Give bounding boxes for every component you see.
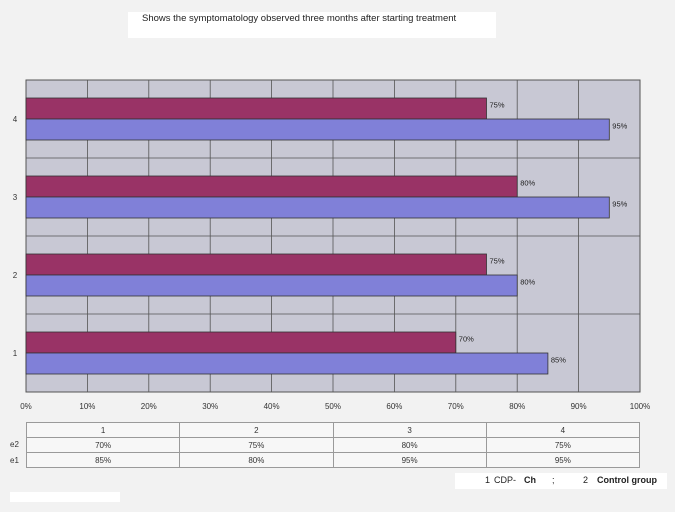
bar-e1: [25, 196, 610, 219]
data-table: 1 2 3 4 70% 75% 80% 75% 85% 80% 95% 95%: [25, 422, 641, 468]
table-header-cell: 1: [25, 422, 181, 438]
x-tick-label: 40%: [264, 402, 280, 411]
x-tick-label: 10%: [79, 402, 95, 411]
footer-box: [10, 492, 120, 502]
table-row-label: e1: [10, 456, 19, 465]
y-tick-label: 1: [13, 349, 18, 358]
bar-e2: [25, 331, 457, 354]
legend-item-1-number: 1: [485, 475, 491, 485]
data-label: 80%: [520, 278, 535, 287]
bar-e2: [25, 97, 487, 120]
y-tick-label: 3: [13, 193, 18, 202]
table-header-cell: 3: [332, 422, 487, 438]
data-label: 95%: [612, 200, 627, 209]
legend-item-2-text: Control group: [597, 475, 657, 485]
data-label: 75%: [490, 257, 505, 266]
y-tick-label: 2: [13, 271, 18, 280]
table-cell: 70%: [25, 437, 181, 453]
table-header-cell: 4: [485, 422, 641, 438]
bar-e1: [25, 352, 549, 375]
table-row: 85% 80% 95% 95%: [25, 452, 641, 468]
legend-box: [455, 473, 667, 489]
x-tick-label: 60%: [386, 402, 402, 411]
bar-e1: [25, 274, 518, 297]
legend-item-1-text: CDP-: [494, 475, 516, 485]
legend-item-2-number: 2: [583, 475, 589, 485]
table-cell: 75%: [485, 437, 641, 453]
legend-separator: ;: [552, 475, 555, 485]
data-label: 95%: [612, 122, 627, 131]
x-tick-label: 90%: [571, 402, 587, 411]
data-label: 80%: [520, 179, 535, 188]
legend-item-1-bold: Ch: [524, 475, 536, 485]
table-header-row: 1 2 3 4: [25, 422, 641, 438]
x-tick-label: 100%: [630, 402, 650, 411]
table-row: 70% 75% 80% 75%: [25, 437, 641, 453]
x-tick-label: 50%: [325, 402, 341, 411]
bar-e2: [25, 253, 487, 276]
table-cell: 85%: [25, 452, 181, 468]
data-label: 75%: [490, 101, 505, 110]
bar-e1: [25, 118, 610, 141]
x-tick-label: 0%: [20, 402, 32, 411]
table-cell: 80%: [332, 437, 487, 453]
table-header-cell: 2: [179, 422, 334, 438]
y-tick-label: 4: [13, 115, 18, 124]
x-tick-label: 20%: [141, 402, 157, 411]
x-tick-label: 70%: [448, 402, 464, 411]
table-cell: 80%: [179, 452, 334, 468]
table-cell: 95%: [332, 452, 487, 468]
bar-e2: [25, 175, 518, 198]
x-tick-label: 80%: [509, 402, 525, 411]
table-cell: 95%: [485, 452, 641, 468]
table-cell: 75%: [179, 437, 334, 453]
chart-title-box: Shows the symptomatology observed three …: [128, 12, 496, 38]
data-label: 85%: [551, 356, 566, 365]
chart-title: Shows the symptomatology observed three …: [142, 13, 457, 24]
x-tick-label: 30%: [202, 402, 218, 411]
data-label: 70%: [459, 335, 474, 344]
table-row-label: e2: [10, 440, 19, 449]
